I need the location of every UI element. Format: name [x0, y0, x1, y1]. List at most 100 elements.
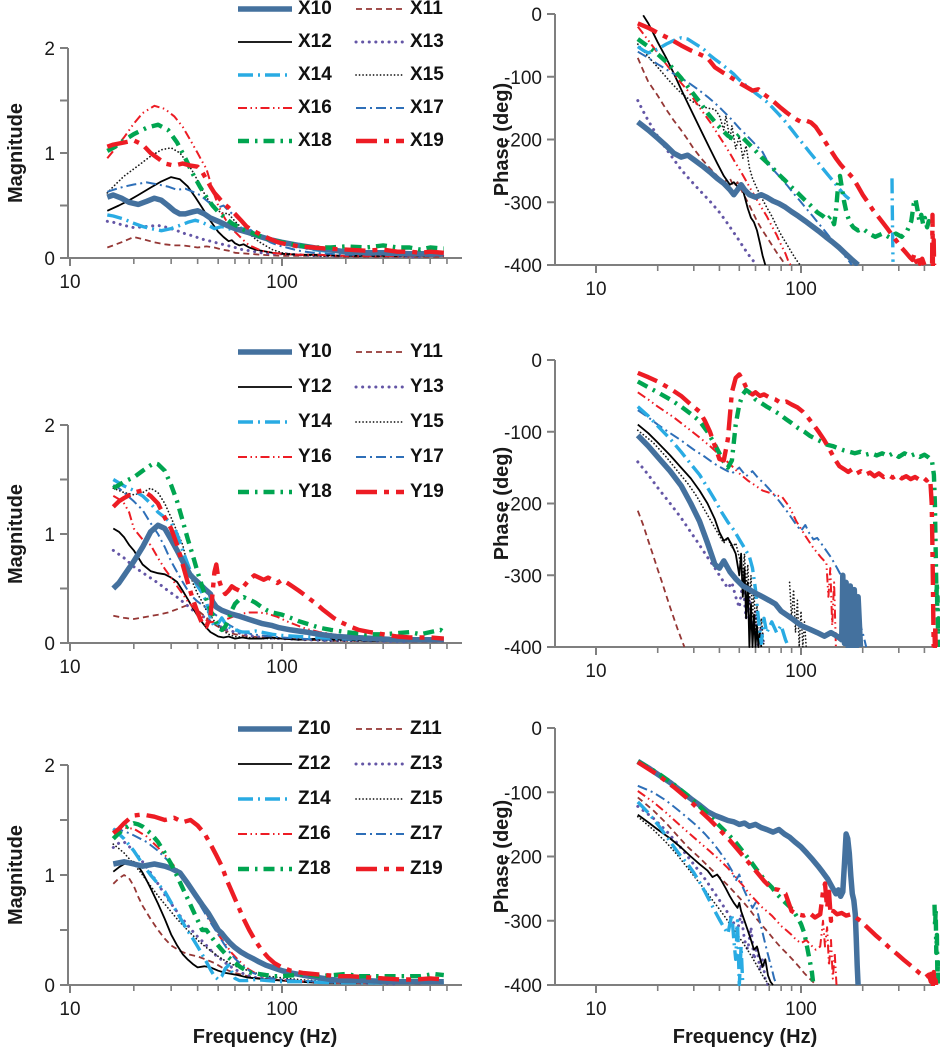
legend-label-x15: X15: [410, 63, 444, 85]
y-tick-label: -100: [504, 68, 542, 89]
legend-label-y10: Y10: [298, 340, 332, 362]
series-y17-curve: [637, 409, 868, 648]
legend-label-z13: Z13: [410, 752, 443, 774]
series-x10-curve: [636, 119, 860, 266]
legend-item-y12: Y12: [236, 369, 354, 404]
legend-line-sample-y15: [355, 420, 405, 423]
y-tick-label: -100: [504, 423, 542, 444]
z-phase-xlabel: Frequency (Hz): [673, 1026, 817, 1048]
series-x17-curve: [106, 181, 444, 257]
y-tick-label: 1: [44, 525, 55, 546]
series-z17-curve: [637, 784, 778, 986]
y-phase-curves: [635, 370, 940, 648]
legend-line-sample-y12: [238, 385, 292, 388]
legend-item-x18: X18: [236, 124, 354, 157]
legend-label-y14: Y14: [298, 410, 332, 432]
legend-item-z14: Z14: [236, 781, 354, 816]
series-z12-curve: [637, 813, 774, 986]
legend-label-y11: Y11: [410, 340, 443, 362]
legend-item-x17: X17: [354, 91, 462, 124]
legend-label-x17: X17: [410, 96, 444, 118]
series-y19-curve: [636, 370, 938, 648]
legend-line-sample-x15: [355, 73, 405, 76]
series-y10-curve: [635, 433, 864, 648]
x-tick-label: 10: [59, 272, 80, 293]
legend-item-z16: Z16: [236, 816, 354, 851]
legend-y-series: Y10 Y11 Y12 Y13 Y14 Y15 Y16 Y17 Y18 Y19: [236, 334, 462, 509]
x-tick-label: 10: [585, 999, 606, 1020]
legend-label-z16: Z16: [298, 822, 331, 844]
legend-line-sample-y17: [356, 455, 404, 458]
series-x14-curve: [636, 36, 895, 262]
series-z11-curve: [637, 796, 818, 986]
legend-item-x11: X11: [354, 0, 462, 25]
y-tick-label: -200: [504, 848, 542, 869]
series-z10-curve: [636, 759, 861, 986]
series-y11-curve: [113, 604, 444, 643]
legend-line-sample-z11: [356, 727, 404, 730]
legend-item-y10: Y10: [236, 334, 354, 369]
legend-item-x12: X12: [236, 25, 354, 58]
legend-label-y18: Y18: [298, 480, 332, 502]
legend-line-sample-y16: [238, 455, 292, 458]
y-magnitude-curves: [111, 460, 446, 644]
series-y14-curve: [112, 478, 444, 642]
x-magnitude-curves: [105, 104, 445, 259]
series-z18-curve: [636, 759, 940, 986]
legend-label-z11: Z11: [410, 717, 442, 739]
legend-item-y15: Y15: [354, 404, 462, 439]
series-x15-curve: [636, 43, 801, 266]
legend-label-z12: Z12: [298, 752, 331, 774]
legend-label-x14: X14: [298, 63, 332, 85]
legend-label-y12: Y12: [298, 375, 332, 397]
legend-line-sample-x13: [354, 40, 406, 43]
series-z19-curve: [111, 812, 444, 982]
x-tick-label: 10: [59, 657, 80, 678]
y-tick-label: -300: [504, 193, 542, 214]
y-tick-label: -300: [504, 912, 542, 933]
y-tick-label: 0: [531, 351, 542, 372]
x-tick-label: 10: [585, 279, 606, 300]
series-y14-curve: [636, 405, 791, 648]
x-magnitude-ylabel: Magnitude: [5, 103, 27, 203]
x-magnitude-plot: 0 1 2 10 100 Magnitude: [5, 39, 462, 293]
series-x18-curve: [106, 122, 444, 252]
legend-label-y19: Y19: [410, 480, 444, 502]
y-tick-label: -200: [504, 495, 542, 516]
legend-item-z19: Z19: [354, 851, 462, 886]
legend-line-sample-y14: [238, 419, 292, 424]
legend-item-y18: Y18: [236, 474, 354, 509]
series-z14-curve: [112, 827, 444, 985]
legend-item-z17: Z17: [354, 816, 462, 851]
series-y16-curve: [637, 391, 837, 648]
x-tick-label: 100: [785, 661, 817, 682]
y-tick-label: -400: [504, 256, 542, 277]
legend-item-z18: Z18: [236, 851, 354, 886]
legend-label-x12: X12: [298, 30, 332, 52]
legend-line-sample-x11: [356, 7, 404, 10]
legend-line-sample-z12: [238, 762, 292, 765]
y-tick-label: 0: [531, 719, 542, 740]
legend-item-x19: X19: [354, 124, 462, 157]
x-phase-curves: [636, 14, 937, 266]
legend-line-sample-z15: [355, 797, 405, 800]
legend-label-z18: Z18: [298, 857, 331, 879]
y-tick-label: 2: [44, 756, 55, 777]
series-z16-curve: [637, 790, 838, 986]
x-tick-label: 100: [266, 272, 298, 293]
legend-label-x13: X13: [410, 30, 444, 52]
y-tick-label: 0: [44, 634, 55, 655]
series-x15-curve: [106, 146, 445, 257]
y-magnitude-plot: 0 1 2 10 100 Magnitude: [5, 416, 462, 678]
series-y18-curve: [112, 460, 446, 637]
x-tick-label: 100: [785, 279, 817, 300]
series-z10-curve: [112, 859, 444, 985]
y-tick-label: -400: [504, 976, 542, 997]
legend-item-z11: Z11: [354, 711, 462, 746]
series-x19-curve: [106, 138, 444, 255]
legend-line-sample-y10: [238, 348, 292, 355]
legend-label-x19: X19: [410, 129, 444, 151]
x-tick-label: 10: [585, 661, 606, 682]
z-phase-plot: 0 -100 -200 -300 -400 10 100 Phase (deg) Frequen…: [491, 719, 940, 1048]
legend-label-z19: Z19: [410, 857, 443, 879]
